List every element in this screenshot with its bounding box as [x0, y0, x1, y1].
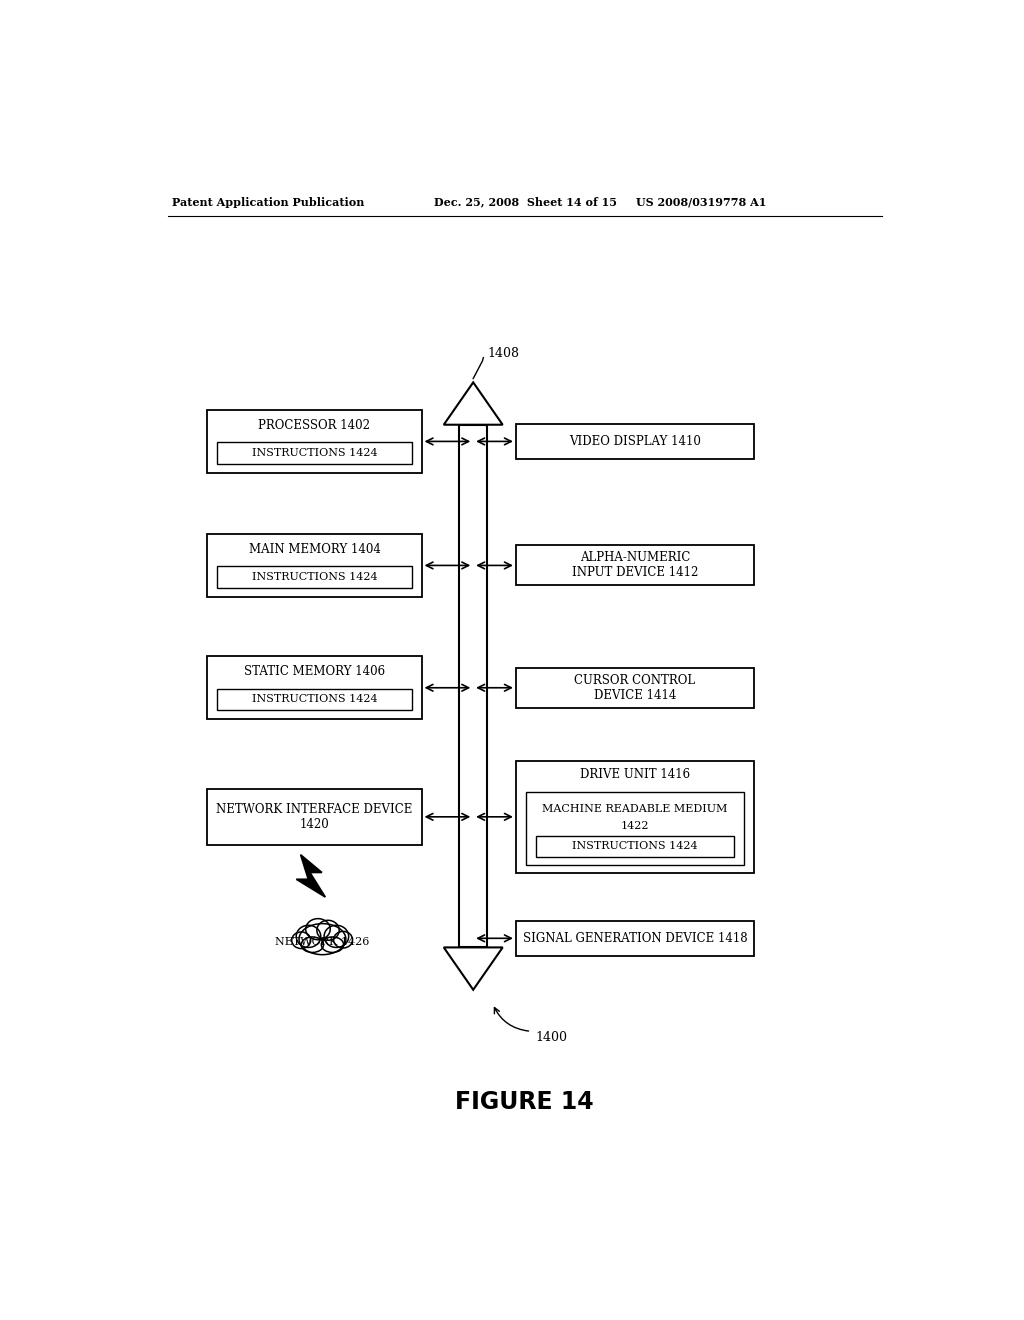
Ellipse shape	[296, 925, 321, 948]
FancyBboxPatch shape	[516, 424, 754, 459]
Ellipse shape	[299, 924, 346, 954]
FancyBboxPatch shape	[516, 668, 754, 708]
Ellipse shape	[334, 932, 352, 948]
Text: INSTRUCTIONS 1424: INSTRUCTIONS 1424	[252, 447, 377, 458]
Text: MACHINE READABLE MEDIUM: MACHINE READABLE MEDIUM	[542, 804, 728, 813]
FancyBboxPatch shape	[526, 792, 743, 865]
Text: PROCESSOR 1402: PROCESSOR 1402	[258, 418, 371, 432]
Ellipse shape	[316, 920, 339, 940]
Text: MAIN MEMORY 1404: MAIN MEMORY 1404	[249, 543, 381, 556]
Text: Dec. 25, 2008  Sheet 14 of 15: Dec. 25, 2008 Sheet 14 of 15	[433, 197, 616, 207]
Text: CURSOR CONTROL
DEVICE 1414: CURSOR CONTROL DEVICE 1414	[574, 673, 695, 702]
FancyBboxPatch shape	[516, 762, 754, 873]
Text: STATIC MEMORY 1406: STATIC MEMORY 1406	[244, 665, 385, 678]
Polygon shape	[296, 855, 326, 898]
Text: DRIVE UNIT 1416: DRIVE UNIT 1416	[580, 768, 690, 781]
Ellipse shape	[322, 937, 344, 953]
FancyBboxPatch shape	[460, 425, 487, 948]
Ellipse shape	[306, 919, 331, 940]
Text: FIGURE 14: FIGURE 14	[456, 1089, 594, 1114]
FancyBboxPatch shape	[207, 789, 422, 845]
FancyBboxPatch shape	[516, 545, 754, 586]
Text: US 2008/0319778 A1: US 2008/0319778 A1	[636, 197, 766, 207]
FancyBboxPatch shape	[207, 533, 422, 597]
Text: NETWORK 1426: NETWORK 1426	[275, 937, 370, 948]
Text: SIGNAL GENERATION DEVICE 1418: SIGNAL GENERATION DEVICE 1418	[522, 932, 748, 945]
FancyBboxPatch shape	[207, 409, 422, 473]
Ellipse shape	[325, 925, 348, 948]
Polygon shape	[443, 383, 503, 425]
Text: 1422: 1422	[621, 821, 649, 830]
Ellipse shape	[292, 932, 310, 949]
Text: INSTRUCTIONS 1424: INSTRUCTIONS 1424	[572, 841, 697, 851]
Text: NETWORK INTERFACE DEVICE
1420: NETWORK INTERFACE DEVICE 1420	[216, 803, 413, 830]
Text: VIDEO DISPLAY 1410: VIDEO DISPLAY 1410	[569, 434, 700, 447]
Text: 1408: 1408	[487, 347, 519, 359]
Text: INSTRUCTIONS 1424: INSTRUCTIONS 1424	[252, 694, 377, 705]
Ellipse shape	[301, 937, 324, 953]
FancyBboxPatch shape	[516, 921, 754, 956]
FancyBboxPatch shape	[217, 442, 412, 463]
FancyBboxPatch shape	[217, 689, 412, 710]
FancyBboxPatch shape	[217, 566, 412, 587]
Text: 1400: 1400	[536, 1031, 567, 1044]
Text: Patent Application Publication: Patent Application Publication	[172, 197, 364, 207]
Text: ALPHA-NUMERIC
INPUT DEVICE 1412: ALPHA-NUMERIC INPUT DEVICE 1412	[571, 552, 698, 579]
Text: INSTRUCTIONS 1424: INSTRUCTIONS 1424	[252, 572, 377, 582]
FancyBboxPatch shape	[536, 836, 734, 857]
Polygon shape	[443, 948, 503, 990]
FancyBboxPatch shape	[207, 656, 422, 719]
